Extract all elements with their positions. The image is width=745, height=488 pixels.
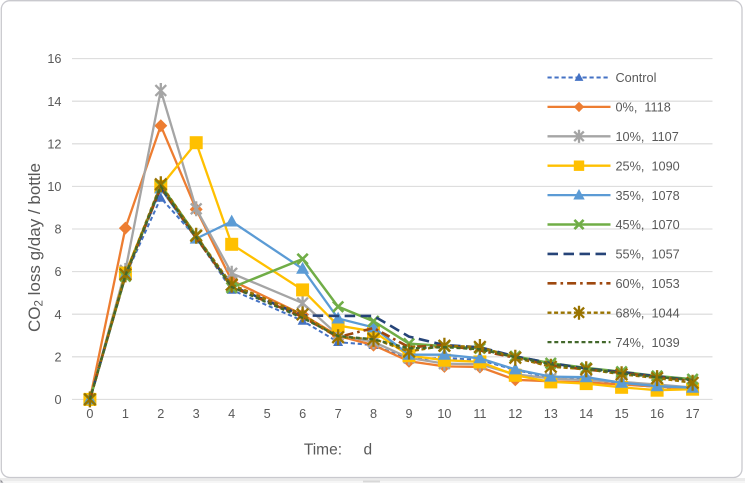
svg-text:Time: d: Time: d xyxy=(304,442,372,459)
svg-text:1: 1 xyxy=(122,407,129,421)
svg-text:60%, 1053: 60%, 1053 xyxy=(616,277,680,291)
svg-text:14: 14 xyxy=(47,95,61,109)
svg-text:9: 9 xyxy=(405,407,412,421)
svg-text:3: 3 xyxy=(193,407,200,421)
svg-text:0: 0 xyxy=(54,393,61,407)
svg-text:12: 12 xyxy=(508,407,522,421)
svg-text:6: 6 xyxy=(299,407,306,421)
svg-text:16: 16 xyxy=(650,407,664,421)
svg-text:12: 12 xyxy=(47,137,61,151)
svg-text:7: 7 xyxy=(335,407,342,421)
svg-text:14: 14 xyxy=(579,407,593,421)
svg-text:68%, 1044: 68%, 1044 xyxy=(616,306,680,320)
svg-text:10: 10 xyxy=(47,180,61,194)
svg-text:0: 0 xyxy=(86,407,93,421)
svg-text:0%, 1118: 0%, 1118 xyxy=(616,101,671,115)
svg-text:CO2 loss g/day / bottle: CO2 loss g/day / bottle xyxy=(25,163,46,332)
svg-text:8: 8 xyxy=(370,407,377,421)
svg-text:55%, 1057: 55%, 1057 xyxy=(616,248,680,262)
svg-text:5: 5 xyxy=(264,407,271,421)
svg-text:Control: Control xyxy=(616,71,657,85)
svg-text:10: 10 xyxy=(437,407,451,421)
svg-text:45%, 1070: 45%, 1070 xyxy=(616,218,680,232)
svg-text:13: 13 xyxy=(544,407,558,421)
svg-text:17: 17 xyxy=(686,407,700,421)
svg-text:4: 4 xyxy=(228,407,235,421)
svg-text:16: 16 xyxy=(47,52,61,66)
svg-text:10%, 1107: 10%, 1107 xyxy=(616,130,679,144)
svg-text:15: 15 xyxy=(615,407,629,421)
svg-text:6: 6 xyxy=(54,265,61,279)
svg-text:2: 2 xyxy=(54,350,61,364)
svg-text:2: 2 xyxy=(157,407,164,421)
svg-text:25%, 1090: 25%, 1090 xyxy=(616,159,680,173)
svg-text:74%, 1039: 74%, 1039 xyxy=(616,336,680,350)
svg-text:8: 8 xyxy=(54,223,61,237)
svg-text:11: 11 xyxy=(473,407,486,421)
svg-text:4: 4 xyxy=(54,308,61,322)
svg-text:35%, 1078: 35%, 1078 xyxy=(616,189,680,203)
